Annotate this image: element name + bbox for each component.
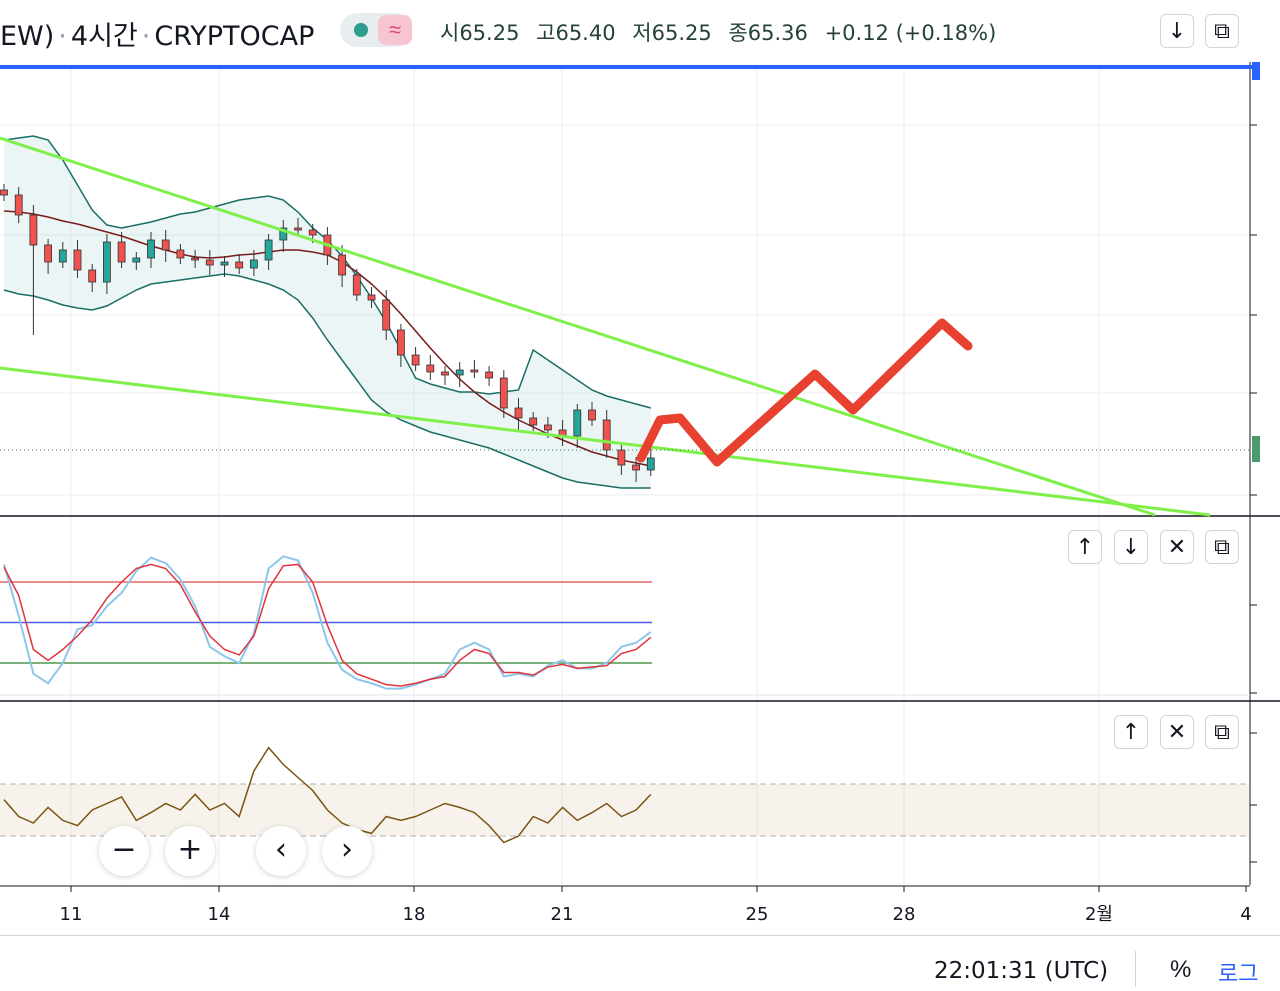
stoch-move-up-button[interactable]: ↑ xyxy=(1068,530,1102,564)
ohlc-values: 시65.25 고65.40 저65.25 종65.36 +0.12 (+0.18… xyxy=(440,17,1006,47)
candle-body xyxy=(103,241,111,283)
time-axis-label: 18 xyxy=(403,904,426,925)
low-value: 저65.25 xyxy=(632,21,712,45)
candle-body xyxy=(602,419,611,451)
candle-body xyxy=(617,449,626,466)
zoom-in-button[interactable]: + xyxy=(165,826,215,876)
bollinger-lower-line xyxy=(3,273,651,489)
time-axis-label: 11 xyxy=(60,904,83,925)
candle-body xyxy=(646,457,655,471)
wedge-lower-trendline xyxy=(0,366,1211,517)
legend-header: EW) · 4시간 · CRYPTOCAP ≈ 시65.25 고65.40 저65.25… xyxy=(0,0,1280,62)
candle-body xyxy=(588,409,596,421)
candle-body xyxy=(176,249,185,259)
candle-body xyxy=(58,249,67,263)
move-down-button[interactable]: ↓ xyxy=(1160,14,1194,48)
candle-body xyxy=(117,241,126,263)
high-value: 고65.40 xyxy=(536,21,616,45)
scroll-right-button[interactable]: › xyxy=(322,826,372,876)
live-dot-icon xyxy=(354,23,368,37)
candle-body xyxy=(367,294,376,301)
candle-body xyxy=(499,377,508,409)
time-axis-label: 14 xyxy=(208,904,231,925)
candle-body xyxy=(352,274,361,296)
candle-body xyxy=(514,407,523,419)
candle-body xyxy=(161,239,170,251)
scroll-left-button[interactable]: ‹ xyxy=(256,826,306,876)
time-axis-label: 28 xyxy=(893,904,916,925)
utc-clock[interactable]: 22:01:31 (UTC) xyxy=(934,958,1109,984)
exchange-label: CRYPTOCAP xyxy=(154,21,315,52)
candle-body xyxy=(73,249,82,271)
candle-body xyxy=(396,329,405,356)
toolbar-divider xyxy=(1135,951,1136,987)
rsi-close-button[interactable]: ✕ xyxy=(1160,715,1194,749)
wave-icon[interactable]: ≈ xyxy=(378,15,412,45)
stoch-d-line xyxy=(3,563,652,687)
candle-body xyxy=(14,194,23,216)
rsi-line xyxy=(3,746,652,844)
wedge-upper-trendline xyxy=(0,136,1156,517)
candle-body xyxy=(544,424,552,431)
last-price-marker xyxy=(1252,436,1260,462)
candle-body xyxy=(382,299,391,331)
time-axis-label: 2월 xyxy=(1085,904,1113,925)
rsi-band-fill xyxy=(0,784,1250,836)
candle-body xyxy=(426,364,435,373)
market-status-badge[interactable]: ≈ xyxy=(340,13,412,47)
candle-body xyxy=(235,261,244,269)
time-axis-label: 4 xyxy=(1240,904,1251,925)
candle-body xyxy=(220,261,229,266)
time-axis-label: 21 xyxy=(551,904,574,925)
close-value: 종65.36 xyxy=(728,21,808,45)
candle-body xyxy=(264,239,273,261)
candle-body xyxy=(308,229,317,236)
candle-body xyxy=(249,259,258,269)
candle-body xyxy=(294,227,302,231)
separator-dot: · xyxy=(58,21,67,52)
log-scale-toggle[interactable]: 로그 xyxy=(1218,962,1259,987)
candle-body xyxy=(485,371,494,379)
price-scale-marker xyxy=(1252,58,1260,80)
bottom-toolbar: 22:01:31 (UTC) % 로그 xyxy=(0,935,1280,991)
candle-body xyxy=(29,214,38,246)
candle-body xyxy=(147,239,155,259)
candle-body xyxy=(470,369,479,373)
change-value: +0.12 (+0.18%) xyxy=(824,21,997,45)
zoom-out-button[interactable]: − xyxy=(99,826,149,876)
candle-body xyxy=(411,354,420,366)
forecast-zigzag-path xyxy=(636,318,973,467)
candle-body xyxy=(205,259,214,266)
candle-body xyxy=(0,189,8,196)
candle-body xyxy=(632,464,640,471)
stoch-move-down-button[interactable]: ↓ xyxy=(1114,530,1148,564)
symbol-name: EW) xyxy=(0,21,55,52)
candle-body xyxy=(191,257,200,261)
rsi-move-up-button[interactable]: ↑ xyxy=(1114,715,1148,749)
symbol-title[interactable]: EW) · 4시간 · CRYPTOCAP xyxy=(0,14,314,53)
stoch-maximize-button[interactable]: ⧉ xyxy=(1205,530,1239,564)
rsi-maximize-button[interactable]: ⧉ xyxy=(1205,715,1239,749)
candle-body xyxy=(44,244,52,263)
time-axis-label: 25 xyxy=(746,904,769,925)
candle-body xyxy=(132,257,141,263)
interval-label: 4시간 xyxy=(70,21,138,52)
candle-body xyxy=(573,409,582,437)
candle-body xyxy=(529,417,538,426)
stoch-close-button[interactable]: ✕ xyxy=(1160,530,1194,564)
candle-body xyxy=(455,369,464,376)
candle-body xyxy=(338,254,347,276)
candle-body xyxy=(279,227,288,241)
percent-scale-toggle[interactable]: % xyxy=(1170,956,1192,983)
open-value: 시65.25 xyxy=(440,21,520,45)
candle-body xyxy=(441,371,449,376)
separator-dot: · xyxy=(141,21,151,52)
candle-body xyxy=(88,269,97,283)
bollinger-band-fill xyxy=(4,136,651,488)
maximize-pane-button[interactable]: ⧉ xyxy=(1205,14,1239,48)
